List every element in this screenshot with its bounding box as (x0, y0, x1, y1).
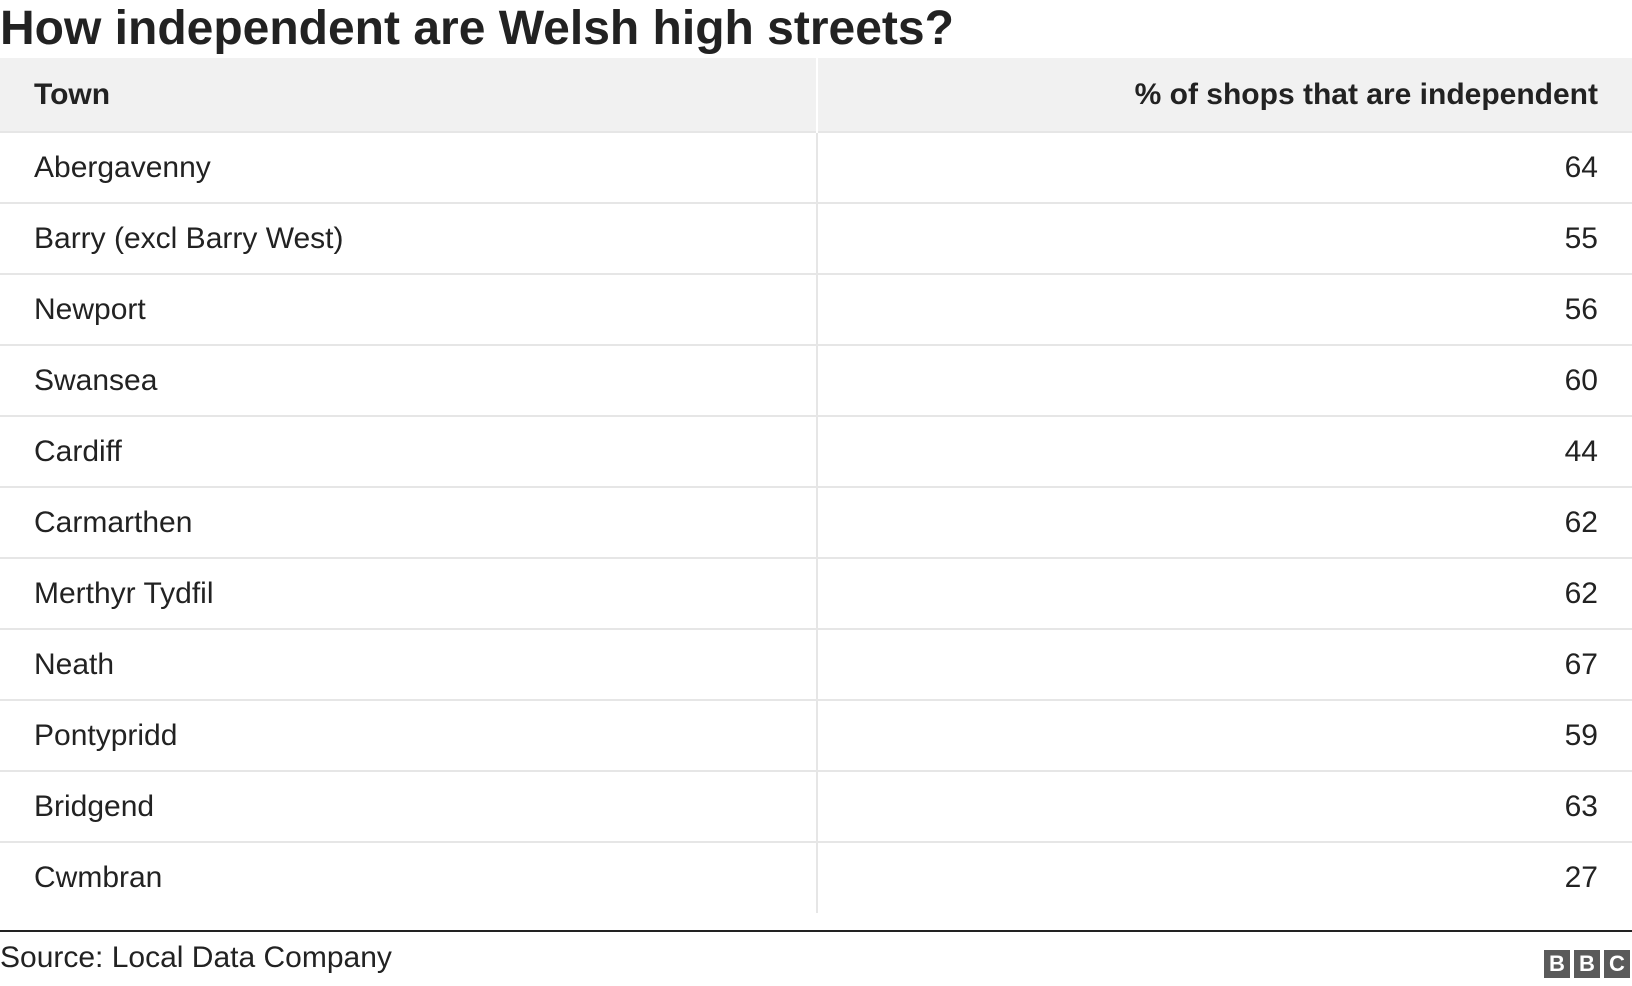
table-row: Swansea 60 (0, 344, 1632, 416)
town-cell: Cwmbran (0, 841, 818, 913)
table-row: Cardiff 44 (0, 415, 1632, 487)
percent-cell: 63 (817, 770, 1632, 842)
town-cell: Barry (excl Barry West) (0, 202, 818, 274)
table-row: Newport 56 (0, 273, 1632, 345)
percent-cell: 62 (817, 486, 1632, 558)
footer-divider (0, 930, 1632, 932)
table-row: Neath 67 (0, 628, 1632, 700)
town-cell: Newport (0, 273, 818, 345)
bbc-logo: B B C (1544, 950, 1630, 978)
column-header-percent-independent: % of shops that are independent (817, 58, 1632, 132)
percent-cell: 44 (817, 415, 1632, 487)
chart-title: How independent are Welsh high streets? (0, 2, 954, 55)
town-cell: Abergavenny (0, 131, 818, 203)
table-row: Carmarthen 62 (0, 486, 1632, 558)
table-row: Abergavenny 64 (0, 131, 1632, 203)
percent-cell: 59 (817, 699, 1632, 771)
percent-cell: 56 (817, 273, 1632, 345)
table-row: Barry (excl Barry West) 55 (0, 202, 1632, 274)
source-note: Source: Local Data Company (0, 941, 392, 974)
table-header-row: Town % of shops that are independent (0, 58, 1632, 132)
town-cell: Bridgend (0, 770, 818, 842)
table-row: Merthyr Tydfil 62 (0, 557, 1632, 629)
percent-cell: 62 (817, 557, 1632, 629)
percent-cell: 64 (817, 131, 1632, 203)
town-cell: Pontypridd (0, 699, 818, 771)
column-header-town: Town (0, 58, 818, 132)
table-row: Bridgend 63 (0, 770, 1632, 842)
percent-cell: 67 (817, 628, 1632, 700)
logo-letter: C (1604, 950, 1630, 978)
town-cell: Cardiff (0, 415, 818, 487)
town-cell: Carmarthen (0, 486, 818, 558)
logo-letter: B (1544, 950, 1570, 978)
town-cell: Swansea (0, 344, 818, 416)
table-row: Cwmbran 27 (0, 841, 1632, 913)
percent-cell: 55 (817, 202, 1632, 274)
percent-cell: 27 (817, 841, 1632, 913)
percent-cell: 60 (817, 344, 1632, 416)
town-cell: Neath (0, 628, 818, 700)
logo-letter: B (1574, 950, 1600, 978)
table-row: Pontypridd 59 (0, 699, 1632, 771)
data-table: Town % of shops that are independent Abe… (0, 58, 1632, 913)
town-cell: Merthyr Tydfil (0, 557, 818, 629)
